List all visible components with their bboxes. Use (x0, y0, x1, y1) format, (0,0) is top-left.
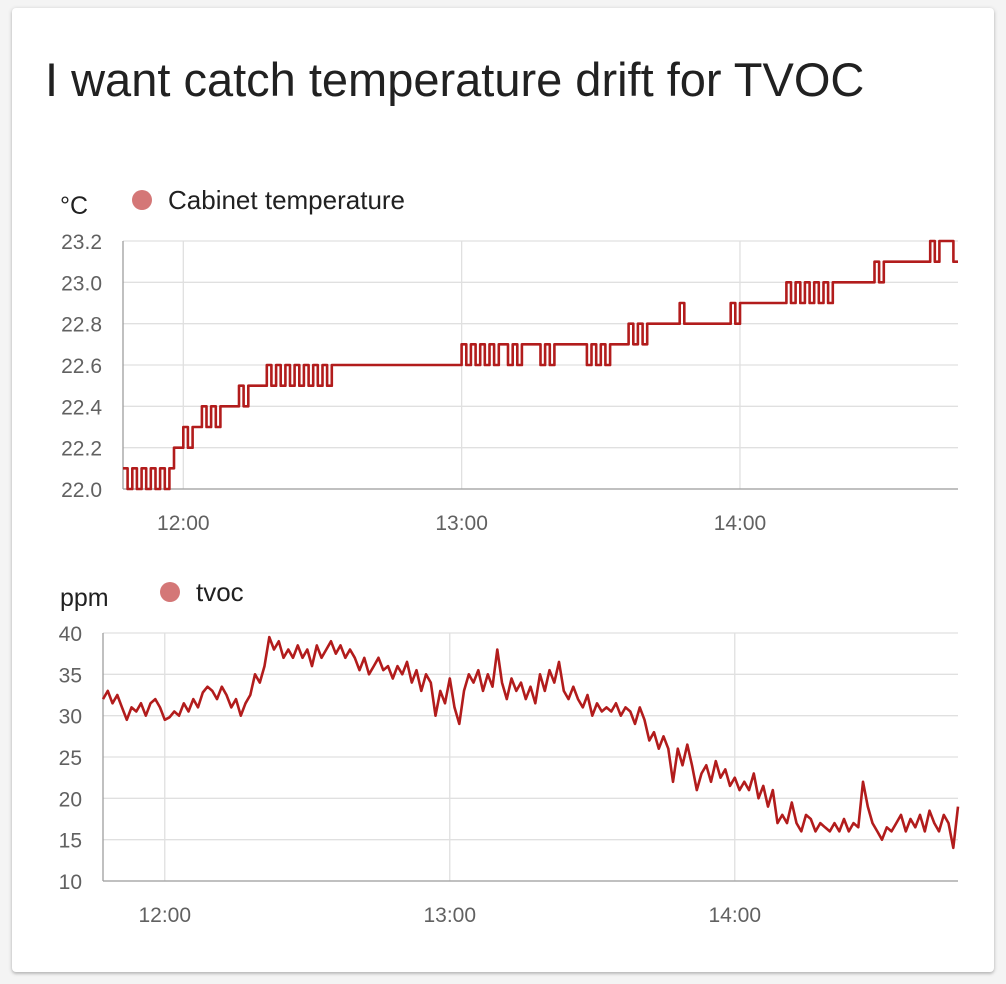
y-unit-label: ppm (60, 584, 109, 612)
y-unit-label: °C (60, 192, 88, 220)
y-tick-label: 10 (59, 871, 82, 894)
x-axis: 12:00 13:00 14:00 (138, 904, 761, 927)
chart-card: I want catch temperature drift for TVOC (12, 8, 994, 972)
y-tick-label: 22.6 (61, 355, 102, 378)
x-tick-label: 13:00 (435, 512, 488, 535)
legend-label: tvoc (196, 577, 244, 607)
y-tick-label: 22.2 (61, 438, 102, 461)
y-tick-label: 20 (59, 788, 82, 811)
y-axis: 22.0 22.2 22.4 22.6 22.8 23.0 23.2 (61, 231, 102, 502)
grid (102, 632, 958, 882)
y-tick-label: 22.0 (61, 479, 102, 502)
y-tick-label: 35 (59, 664, 82, 687)
x-tick-label: 14:00 (708, 904, 761, 927)
legend-dot (160, 582, 180, 602)
y-tick-label: 23.0 (61, 272, 102, 295)
y-axis: 10 15 20 25 30 35 40 (59, 623, 82, 894)
y-tick-label: 23.2 (61, 231, 102, 254)
x-tick-label: 12:00 (138, 904, 191, 927)
grid (122, 240, 958, 490)
y-tick-label: 22.8 (61, 314, 102, 337)
y-tick-label: 22.4 (61, 396, 102, 419)
x-tick-label: 14:00 (714, 512, 767, 535)
series-line-cabinet-temperature (123, 239, 958, 491)
y-tick-label: 15 (59, 830, 82, 853)
x-tick-label: 12:00 (157, 512, 210, 535)
legend-item-tvoc[interactable]: tvoc (160, 577, 244, 607)
x-tick-label: 13:00 (423, 904, 476, 927)
y-tick-label: 25 (59, 747, 82, 770)
legend-dot (132, 190, 152, 210)
card-title: I want catch temperature drift for TVOC (45, 53, 865, 106)
legend-label: Cabinet temperature (168, 185, 405, 215)
y-tick-label: 30 (59, 706, 82, 729)
y-tick-label: 40 (59, 623, 82, 646)
x-axis: 12:00 13:00 14:00 (157, 512, 766, 535)
series-line-tvoc (101, 635, 960, 850)
legend-item-cabinet-temperature[interactable]: Cabinet temperature (132, 185, 405, 215)
temperature-chart: °C Cabinet temperature 22.022.222.422.62… (60, 185, 958, 535)
